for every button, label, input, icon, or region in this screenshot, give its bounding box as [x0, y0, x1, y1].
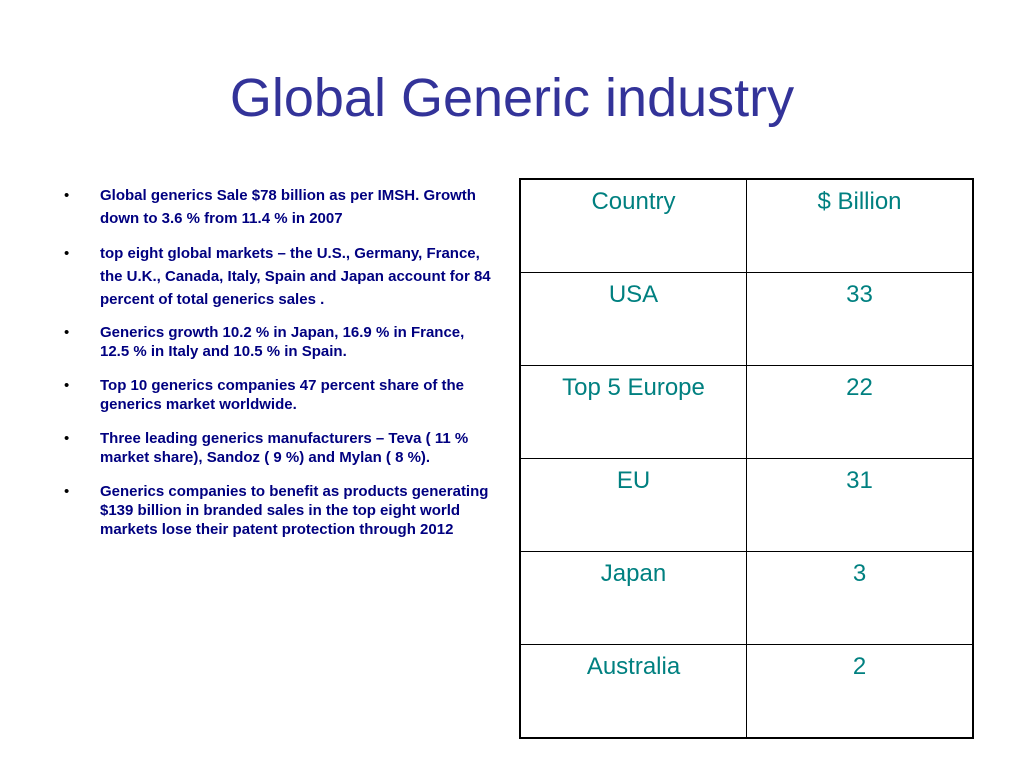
header-billion: $ Billion — [746, 178, 974, 273]
cell-billion: 31 — [746, 458, 974, 552]
table-row: Top 5 Europe 22 — [519, 365, 974, 459]
cell-country: EU — [519, 458, 747, 552]
cell-country: Japan — [519, 551, 747, 645]
bullet-dot-icon: • — [64, 430, 70, 447]
bullet-text: Three leading generics manufacturers – T… — [100, 430, 469, 466]
bullet-text: Generics companies to benefit as product… — [100, 483, 489, 538]
bullet-text: Generics growth 10.2 % in Japan, 16.9 % … — [100, 324, 465, 360]
bullet-item: • Generics companies to benefit as produ… — [60, 482, 496, 539]
bullet-text: top eight global markets – the U.S., Ger… — [100, 245, 491, 308]
market-table: Country $ Billion USA 33 Top 5 Europe 22… — [519, 178, 974, 739]
bullet-item: • Global generics Sale $78 billion as pe… — [60, 184, 496, 230]
table-header-row: Country $ Billion — [519, 178, 974, 273]
bullet-item: • top eight global markets – the U.S., G… — [60, 242, 496, 311]
cell-billion: 33 — [746, 272, 974, 366]
bullet-dot-icon: • — [64, 324, 70, 341]
bullet-dot-icon: • — [64, 245, 70, 262]
table-row: Japan 3 — [519, 551, 974, 645]
slide-title: Global Generic industry — [229, 68, 795, 128]
bullet-text: Global generics Sale $78 billion as per … — [100, 187, 476, 227]
table-row: Australia 2 — [519, 644, 974, 739]
bullet-text: Top 10 generics companies 47 percent sha… — [100, 377, 465, 413]
bullet-dot-icon: • — [64, 377, 70, 394]
bullet-list: • Global generics Sale $78 billion as pe… — [60, 184, 496, 554]
bullet-item: • Generics growth 10.2 % in Japan, 16.9 … — [60, 323, 496, 361]
bullet-dot-icon: • — [64, 483, 70, 500]
bullet-item: • Three leading generics manufacturers –… — [60, 429, 496, 467]
cell-country: USA — [519, 272, 747, 366]
cell-billion: 3 — [746, 551, 974, 645]
bullet-item: • Top 10 generics companies 47 percent s… — [60, 376, 496, 414]
header-country: Country — [519, 178, 747, 273]
table-row: USA 33 — [519, 272, 974, 366]
cell-country: Australia — [519, 644, 747, 739]
cell-billion: 2 — [746, 644, 974, 739]
table-row: EU 31 — [519, 458, 974, 552]
cell-billion: 22 — [746, 365, 974, 459]
bullet-dot-icon: • — [64, 187, 70, 204]
cell-country: Top 5 Europe — [519, 365, 747, 459]
